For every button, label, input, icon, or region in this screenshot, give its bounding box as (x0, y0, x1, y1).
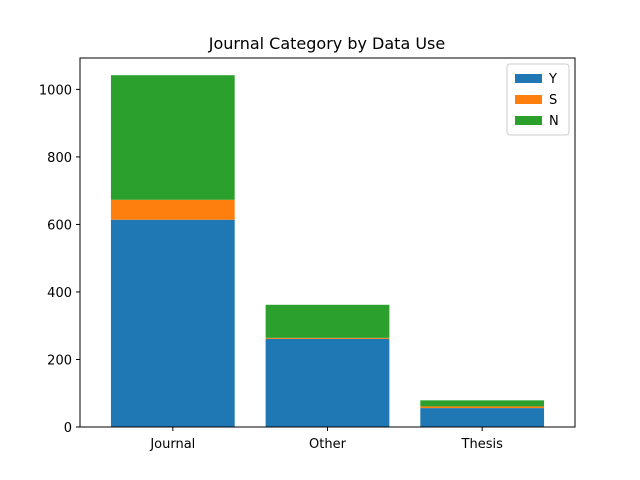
x-tick-label: Journal (149, 437, 195, 452)
legend: YSN (506, 63, 570, 136)
bar-n-journal (110, 75, 235, 200)
bar-s-thesis (420, 406, 545, 409)
legend-swatch-y (515, 74, 542, 83)
y-tick-label: 800 (47, 151, 72, 166)
legend-label-y: Y (548, 72, 557, 87)
legend-label-s: S (549, 93, 557, 108)
y-tick-label: 400 (47, 286, 72, 301)
y-axis: 0 200 400 600 800 1000 (39, 83, 80, 436)
x-tick-label: Thesis (461, 437, 504, 452)
chart-title: Journal Category by Data Use (208, 34, 445, 53)
plot-frame (79, 57, 576, 428)
bar-y-thesis (420, 408, 545, 427)
y-tick-label: 0 (64, 421, 72, 436)
bar-y-journal (110, 219, 235, 427)
y-tick-label: 600 (47, 218, 72, 233)
legend-swatch-n (515, 116, 542, 125)
x-tick-label: Other (309, 437, 347, 452)
bar-n-thesis (420, 400, 545, 407)
bar-s-other (265, 337, 390, 339)
x-axis: Journal Other Thesis (149, 427, 503, 452)
legend-label-n: N (549, 114, 559, 129)
y-tick-label: 200 (47, 353, 72, 368)
y-tick-label: 1000 (39, 83, 72, 98)
bar-y-other (265, 338, 390, 427)
bar-s-journal (110, 199, 235, 220)
legend-swatch-s (515, 95, 542, 104)
bar-n-other (265, 304, 390, 338)
bars-group (110, 75, 545, 427)
